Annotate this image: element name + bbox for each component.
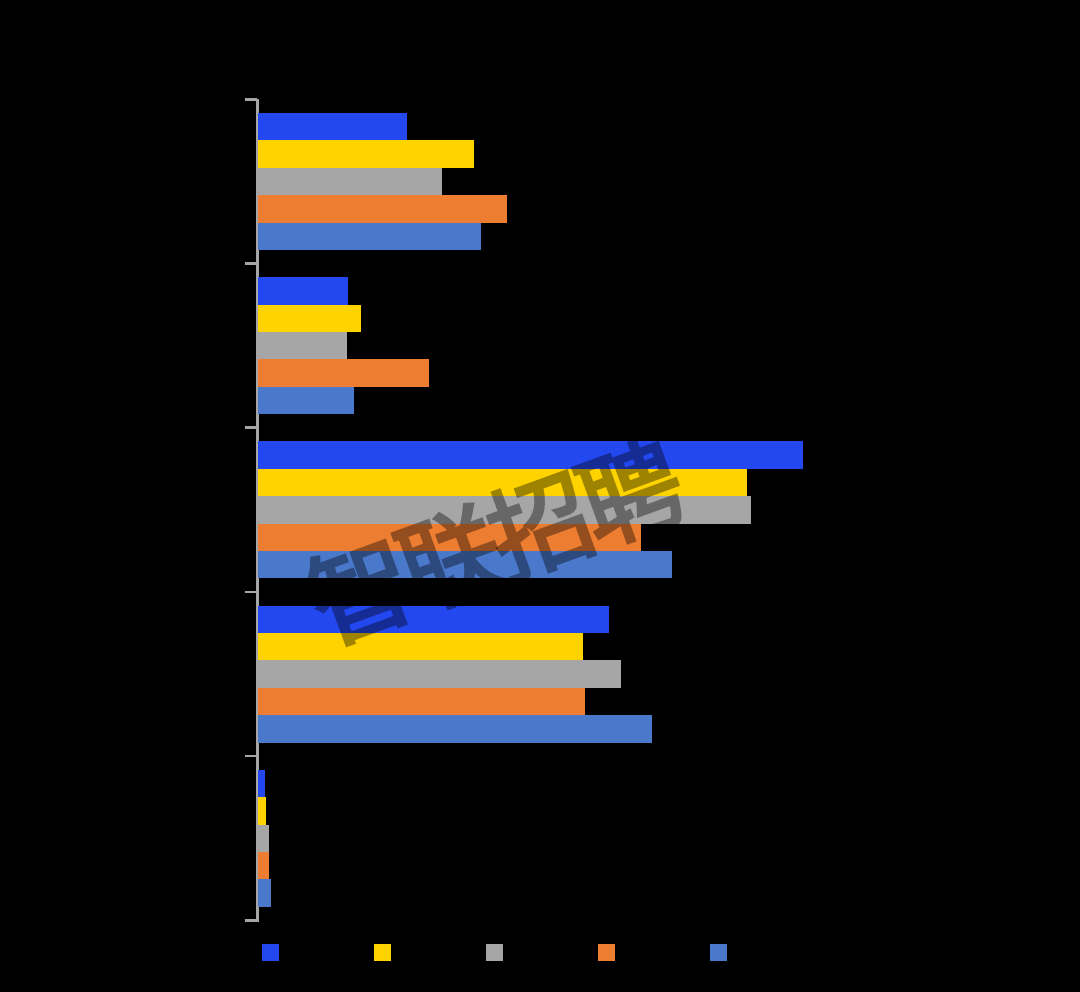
bar-group-5-series-gray <box>258 824 269 852</box>
axis-tick <box>245 754 257 758</box>
legend-swatch-series-light-blue <box>710 944 727 961</box>
bar-group-5-series-gold <box>258 797 266 825</box>
axis-tick <box>245 590 257 594</box>
axis-tick <box>245 919 257 922</box>
bar-group-4-series-bright-blue <box>258 605 609 633</box>
bar-group-2-series-gray <box>258 332 347 360</box>
axis-tick <box>245 426 257 429</box>
bar-group-5-series-orange <box>258 852 269 880</box>
bar-group-2-series-bright-blue <box>258 277 348 305</box>
axis-tick <box>245 98 257 101</box>
bar-group-1-series-gold <box>258 140 474 168</box>
bar-group-4-series-gold <box>258 633 583 661</box>
legend-swatch-series-gold <box>374 944 391 961</box>
bar-group-1-series-gray <box>258 167 442 196</box>
bar-group-3-series-gray <box>258 496 751 524</box>
bar-group-3-series-light-blue <box>258 551 672 579</box>
bar-group-5-series-bright-blue <box>258 769 265 798</box>
bar-group-1-series-bright-blue <box>258 113 407 141</box>
bar-group-2-series-light-blue <box>258 386 354 415</box>
bar-group-1-series-orange <box>258 195 507 223</box>
bar-group-3-series-bright-blue <box>258 441 803 469</box>
bar-group-4-series-orange <box>258 687 585 716</box>
y-axis-line <box>256 99 259 922</box>
bar-group-5-series-light-blue <box>258 879 271 907</box>
bar-group-4-series-light-blue <box>258 715 652 743</box>
bar-group-3-series-gold <box>258 468 747 497</box>
legend-swatch-series-bright-blue <box>262 944 279 961</box>
legend-swatch-series-gray <box>486 944 503 961</box>
axis-tick <box>245 262 257 265</box>
bar-group-2-series-orange <box>258 359 429 387</box>
bar-group-4-series-gray <box>258 660 621 688</box>
bar-group-2-series-gold <box>258 304 361 332</box>
bar-group-3-series-orange <box>258 523 641 551</box>
bar-group-1-series-light-blue <box>258 222 481 250</box>
legend-swatch-series-orange <box>598 944 615 961</box>
